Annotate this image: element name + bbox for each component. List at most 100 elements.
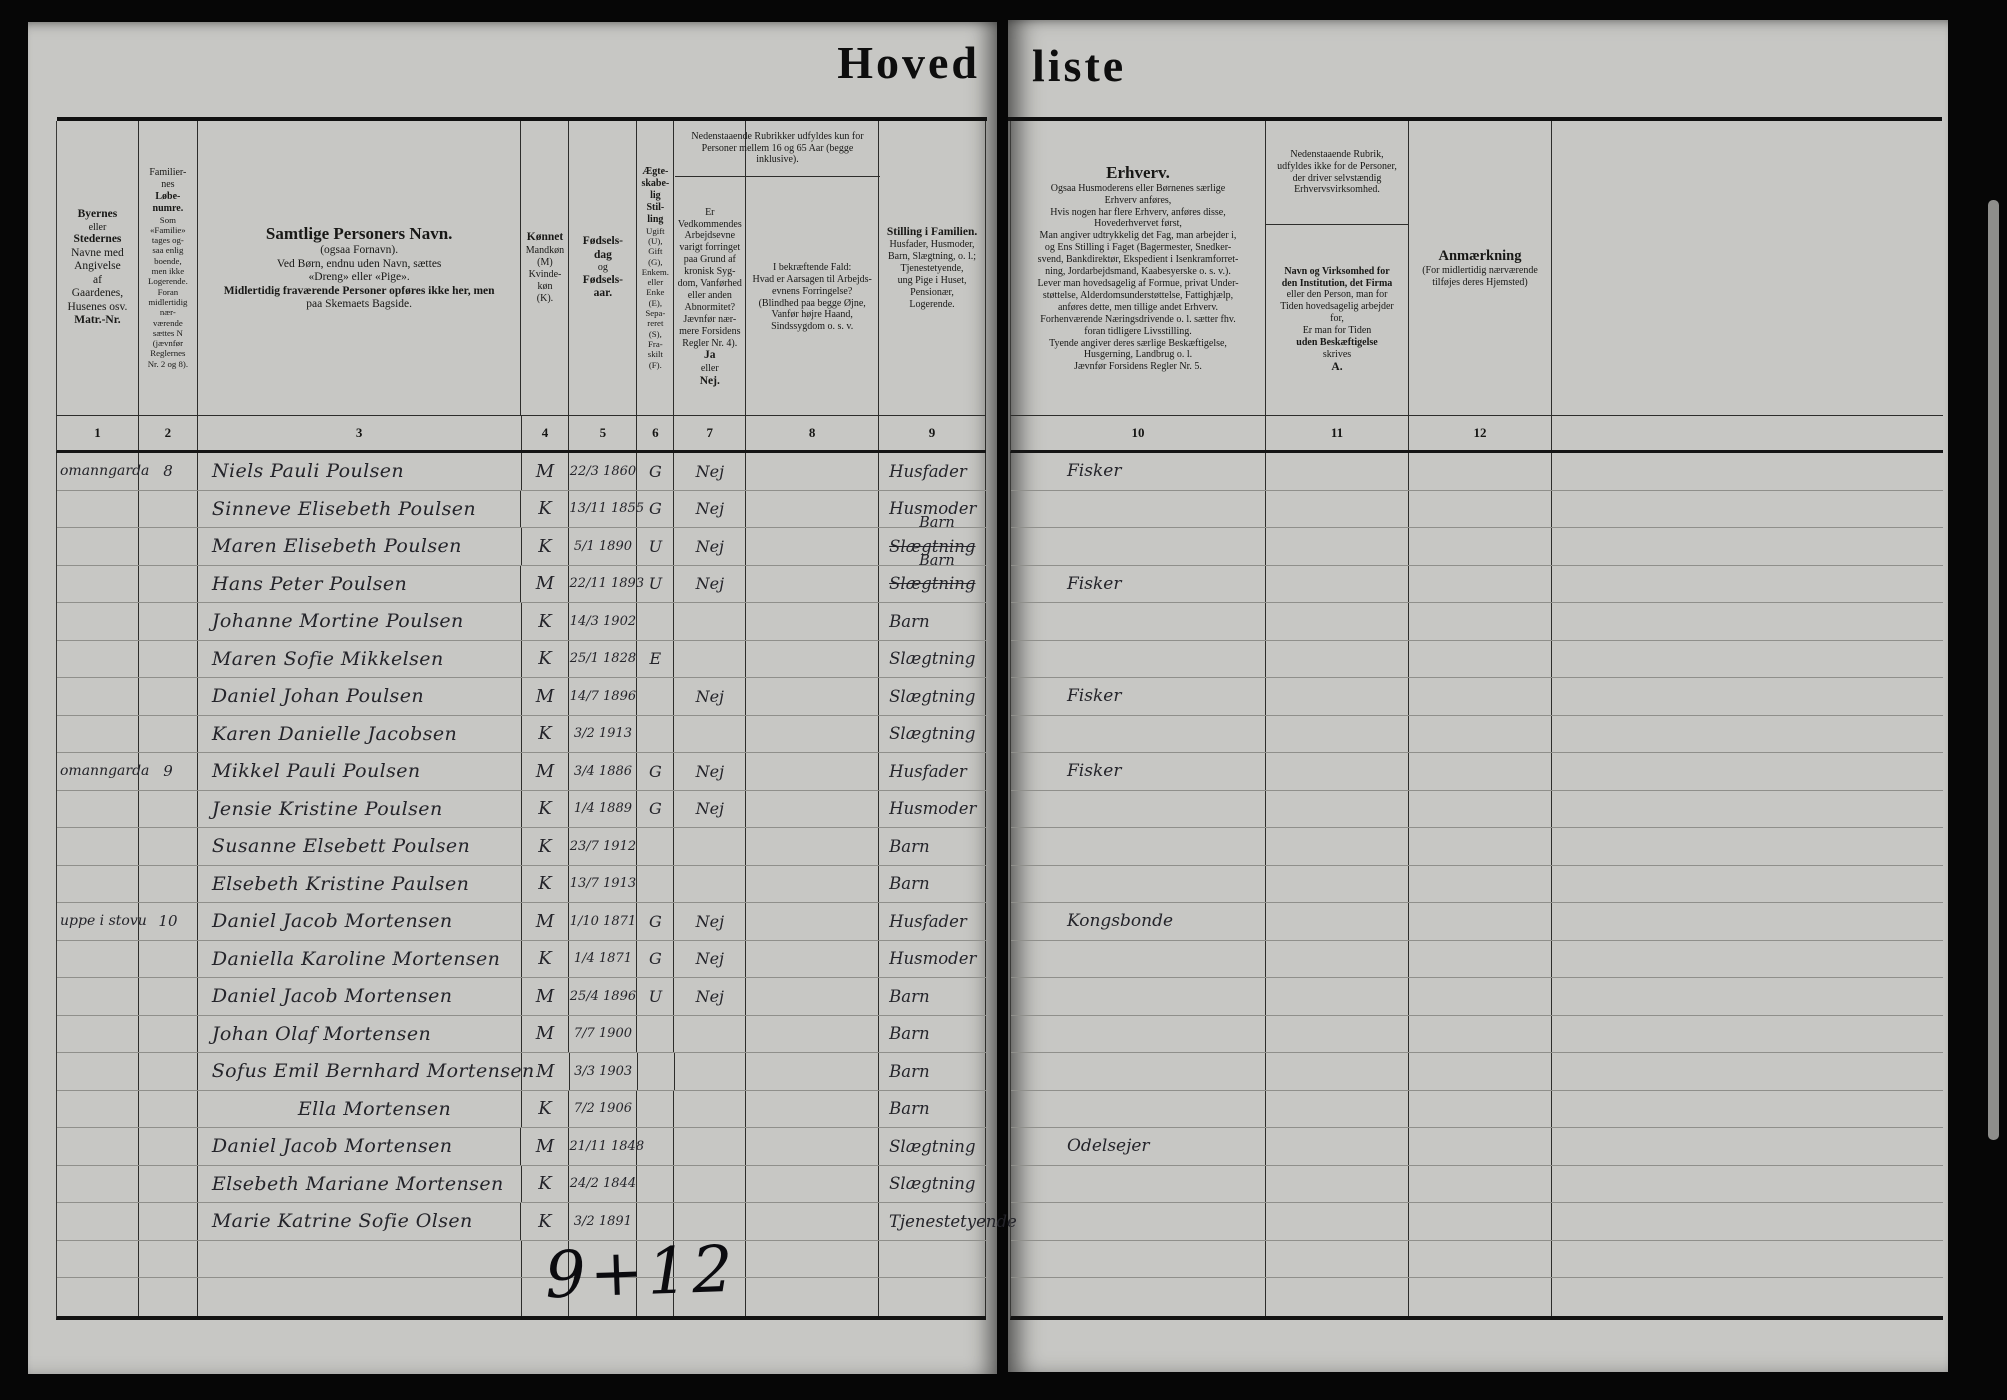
cell — [57, 640, 139, 677]
cell-blank — [1552, 1128, 1943, 1165]
header-text-line: støttelse, Alderdomsunderstøttelse, Fatt… — [1042, 289, 1234, 301]
cell-cause — [746, 715, 880, 752]
cell-place: omanngarda — [57, 453, 149, 490]
cell-blank — [1552, 866, 1943, 903]
cell-remark — [1409, 828, 1552, 865]
cell-workability: Nej — [674, 903, 747, 940]
cell-employer — [1266, 753, 1409, 790]
cell-cause — [746, 978, 880, 1015]
cell-name: Elsebeth Kristine Paulsen — [198, 865, 522, 902]
sex-value: M — [535, 760, 555, 782]
sex-value: K — [538, 610, 552, 632]
header-text-line: Forhenværende Næringsdrivende o. l. sætt… — [1040, 313, 1236, 325]
name-value: Maren Sofie Mikkelsen — [211, 647, 444, 670]
cell-remark — [1409, 640, 1552, 677]
cell — [57, 1240, 139, 1277]
sex-value: M — [535, 1023, 555, 1045]
cell-family-number: 10 — [139, 903, 198, 940]
cell-name: Marie Katrine Sofie Olsen — [198, 1203, 522, 1240]
header-text-line: skabe- — [641, 178, 670, 190]
header-text-line: Ægte- — [642, 166, 669, 178]
cell-marital-status: G — [637, 903, 675, 940]
cell-employer — [1266, 790, 1409, 827]
family-position-value: Barn — [889, 986, 930, 1006]
name-value: Johanne Mortine Poulsen — [211, 610, 464, 633]
cell-remark — [1409, 940, 1552, 977]
struck-position-value: Slægtning — [889, 574, 976, 594]
birthdate-value: 25/1 1828 — [569, 651, 637, 667]
header-text-line: Husfader, Husmoder, — [889, 239, 975, 251]
name-value: Mikkel Pauli Poulsen — [211, 760, 421, 783]
header-text-line: «Dreng» eller «Pige». — [308, 271, 410, 284]
cell-sex: M — [522, 453, 570, 490]
column-blank-header — [1552, 121, 1943, 415]
birthdate-value: 24/2 1844 — [569, 1176, 637, 1192]
table-row: omanngarda 9 Mikkel Pauli Poulsen M 3/4 1886… — [57, 753, 986, 791]
header-text-line: Fødsels- — [582, 273, 624, 286]
column-number-10: 10 — [1011, 416, 1266, 450]
header-text-line: paa Grund af — [683, 254, 736, 266]
cell-birthdate: 7/2 1906 — [569, 1090, 638, 1127]
cell — [674, 603, 747, 640]
cell-cause — [746, 565, 880, 602]
cell — [57, 940, 139, 977]
cell-cause — [746, 1053, 880, 1090]
cell-sex: M — [522, 1015, 570, 1052]
column-7-header: Er Vedkommendes Arbejdsevne varigt forringe… — [674, 121, 747, 415]
cell-sex: K — [522, 828, 570, 865]
header-text-line: Husenes osv. — [67, 300, 128, 313]
table-row: Ella Mortensen K 7/2 1906 Barn — [57, 1090, 986, 1128]
cell-occupation: Odelsejer — [1011, 1128, 1266, 1165]
header-text-line: foran tidligere Livsstilling. — [1084, 325, 1192, 337]
header-text-line: for, — [1330, 313, 1344, 325]
header-text-line: (G), — [648, 256, 663, 267]
workability-value: Nej — [695, 911, 725, 931]
header-text-line: sættes N — [152, 327, 183, 338]
table-row: Johan Olaf Mortensen M 7/7 1900 Barn — [57, 1015, 986, 1053]
cell-remark — [1409, 978, 1552, 1015]
cell — [674, 640, 747, 677]
header-text-line: Lever man hovedsagelig af Formue, privat… — [1037, 278, 1239, 289]
cell — [139, 1128, 198, 1165]
cell-name: Maren Elisebeth Poulsen — [198, 528, 522, 565]
table-body: omanngarda 8 Niels Pauli Poulsen M 22/3 1860… — [56, 453, 1017, 1320]
handwritten-annotation: 9+12 — [543, 1232, 739, 1314]
cell-birthdate: 25/1 1828 — [569, 640, 638, 677]
table-row: Odelsejer — [1011, 1128, 1943, 1166]
cell-birthdate: 22/11 1893 — [569, 565, 644, 602]
cell-blank — [1552, 566, 1943, 603]
cell — [1011, 490, 1266, 527]
cell — [637, 603, 675, 640]
cell-marital-status: G — [637, 490, 675, 527]
cell — [1011, 640, 1266, 677]
cell-name: Sofus Emil Bernhard Mortensen — [198, 1053, 534, 1090]
header-text-line: Familier- — [149, 166, 187, 178]
header-text-line: skilt — [647, 349, 663, 360]
cell-cause — [746, 1128, 880, 1165]
cell — [57, 490, 139, 527]
sex-value: M — [535, 685, 555, 707]
cell-workability: Nej — [674, 453, 747, 490]
cell-employer — [1266, 565, 1409, 602]
occupation-value: Odelsejer — [1067, 1136, 1150, 1157]
cell-occupation: Kongsbonde — [1011, 903, 1266, 940]
cell-remark — [1409, 528, 1552, 565]
column-number-1: 1 — [57, 416, 139, 450]
cell-birthdate: 14/7 1896 — [569, 678, 638, 715]
sex-value: K — [538, 723, 552, 745]
workability-value: Nej — [695, 761, 725, 781]
cell-workability: Nej — [674, 490, 747, 527]
cell-marital-status: G — [637, 753, 675, 790]
header-text-line: Arbejdsevne — [684, 230, 736, 242]
table-row: Maren Elisebeth Poulsen K 5/1 1890 U Nej Slæg… — [57, 515, 986, 566]
header-text-line: Navne med — [71, 246, 124, 259]
cell-family-position: Slægtning — [879, 715, 986, 752]
header-text-line: Tjenestetyende, — [900, 262, 964, 274]
header-text-line: Enkem. — [641, 266, 669, 277]
table-row — [1011, 978, 1943, 1016]
cell-workability: Nej — [674, 678, 747, 715]
cell-cause — [746, 1090, 880, 1127]
column-number-5: 5 — [569, 416, 638, 450]
cell-family-position: Barn — [879, 1090, 986, 1127]
cell — [522, 1240, 570, 1277]
